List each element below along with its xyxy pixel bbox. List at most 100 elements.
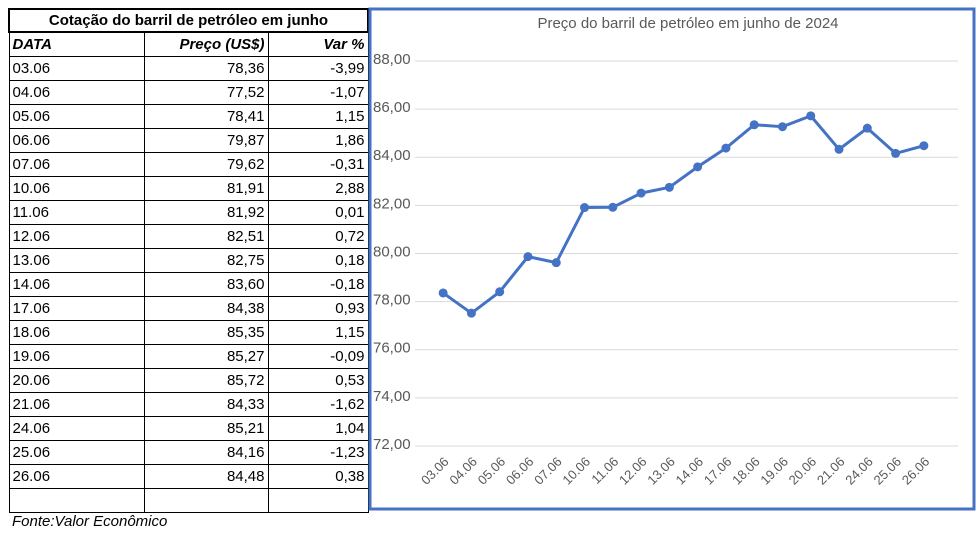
table-cell: 0,93 <box>267 296 369 321</box>
table-row: 05.06 78,41 1,15 <box>8 104 369 129</box>
table-cell: 26.06 <box>8 464 145 489</box>
table-cell: 81,91 <box>143 176 269 201</box>
table-cell: -0,18 <box>267 272 369 297</box>
data-point <box>580 203 590 213</box>
table-row: 21.06 84,33 -1,62 <box>8 392 369 417</box>
data-point <box>891 148 901 158</box>
empty-cell <box>143 488 269 513</box>
x-tick-label: 06.06 <box>503 454 537 488</box>
table-cell: -1,23 <box>267 440 369 465</box>
table-row: 26.06 84,48 0,38 <box>8 464 369 489</box>
table-cell: 84,16 <box>143 440 269 465</box>
table-cell: 0,72 <box>267 224 369 249</box>
price-table: Cotação do barril de petróleo em junho D… <box>8 8 369 513</box>
y-tick-label: 80,00 <box>373 243 411 260</box>
chart-title: Preço do barril de petróleo em junho de … <box>537 15 838 32</box>
table-cell: 06.06 <box>8 128 145 153</box>
table-cell: 79,62 <box>143 152 269 177</box>
table-cell: 13.06 <box>8 248 145 273</box>
table-cell: 0,53 <box>267 368 369 393</box>
x-tick-label: 12.06 <box>616 454 650 488</box>
table-row: 10.06 81,91 2,88 <box>8 176 369 201</box>
table-row: 11.06 81,92 0,01 <box>8 200 369 225</box>
table-cell: 17.06 <box>8 296 145 321</box>
table-cell: 10.06 <box>8 176 145 201</box>
table-cell: 84,48 <box>143 464 269 489</box>
table-cell: 25.06 <box>8 440 145 465</box>
table-cell: 84,33 <box>143 392 269 417</box>
data-point <box>438 288 448 298</box>
table-cell: 83,60 <box>143 272 269 297</box>
table-row: 12.06 82,51 0,72 <box>8 224 369 249</box>
y-tick-label: 82,00 <box>373 195 411 212</box>
y-tick-label: 88,00 <box>373 51 411 68</box>
column-header: Preço (US$) <box>143 31 269 57</box>
table-cell: 21.06 <box>8 392 145 417</box>
y-tick-label: 86,00 <box>373 99 411 116</box>
x-tick-label: 21.06 <box>814 454 848 488</box>
x-tick-label: 11.06 <box>588 454 621 487</box>
table-cell: 81,92 <box>143 200 269 225</box>
table-row: 18.06 85,35 1,15 <box>8 320 369 345</box>
table-cell: 85,35 <box>143 320 269 345</box>
x-tick-label: 10.06 <box>559 454 593 488</box>
table-row: 06.06 79,87 1,86 <box>8 128 369 153</box>
table-cell: 18.06 <box>8 320 145 345</box>
table-cell: -0,31 <box>267 152 369 177</box>
data-point <box>523 252 533 262</box>
table-row: 19.06 85,27 -0,09 <box>8 344 369 369</box>
table-cell: 0,38 <box>267 464 369 489</box>
data-point <box>806 111 816 121</box>
data-point <box>636 188 646 198</box>
table-row: 07.06 79,62 -0,31 <box>8 152 369 177</box>
table-row: 25.06 84,16 -1,23 <box>8 440 369 465</box>
data-point <box>749 120 759 130</box>
y-tick-label: 72,00 <box>373 436 411 453</box>
chart-border <box>368 7 976 511</box>
data-point <box>551 258 561 268</box>
data-point <box>834 144 844 154</box>
table-cell: -3,99 <box>267 56 369 81</box>
data-point <box>664 182 674 192</box>
data-point <box>919 141 929 151</box>
x-tick-label: 19.06 <box>757 454 791 488</box>
data-point <box>777 122 787 132</box>
data-point <box>721 143 731 153</box>
x-tick-label: 25.06 <box>871 454 905 488</box>
table-cell: 07.06 <box>8 152 145 177</box>
column-header: Var % <box>267 31 369 57</box>
table-cell: 20.06 <box>8 368 145 393</box>
table-cell: 82,51 <box>143 224 269 249</box>
table-cell: 82,75 <box>143 248 269 273</box>
x-tick-label: 07.06 <box>531 454 565 488</box>
table-cell: 14.06 <box>8 272 145 297</box>
table-cell: 12.06 <box>8 224 145 249</box>
x-tick-label: 26.06 <box>899 454 933 488</box>
table-cell: -1,07 <box>267 80 369 105</box>
table-cell: 79,87 <box>143 128 269 153</box>
x-tick-label: 05.06 <box>475 454 509 488</box>
source-note: Fonte:Valor Econômico <box>12 513 168 530</box>
table-cell: 0,01 <box>267 200 369 225</box>
table-cell: 05.06 <box>8 104 145 129</box>
table-cell: 85,72 <box>143 368 269 393</box>
table-cell: 03.06 <box>8 56 145 81</box>
x-tick-label: 13.06 <box>644 454 678 488</box>
table-row: 03.06 78,36 -3,99 <box>8 56 369 81</box>
table-row: 14.06 83,60 -0,18 <box>8 272 369 297</box>
table-cell: 78,41 <box>143 104 269 129</box>
table-cell: 1,04 <box>267 416 369 441</box>
table-cell: 1,15 <box>267 320 369 345</box>
y-tick-label: 74,00 <box>373 388 411 405</box>
y-tick-label: 78,00 <box>373 292 411 309</box>
table-cell: 0,18 <box>267 248 369 273</box>
data-point <box>495 287 505 297</box>
table-row: 20.06 85,72 0,53 <box>8 368 369 393</box>
x-tick-label: 04.06 <box>446 454 480 488</box>
price-line <box>442 114 925 315</box>
table-cell: 19.06 <box>8 344 145 369</box>
table-cell: -1,62 <box>267 392 369 417</box>
table-cell: 1,86 <box>267 128 369 153</box>
table-cell: 84,38 <box>143 296 269 321</box>
